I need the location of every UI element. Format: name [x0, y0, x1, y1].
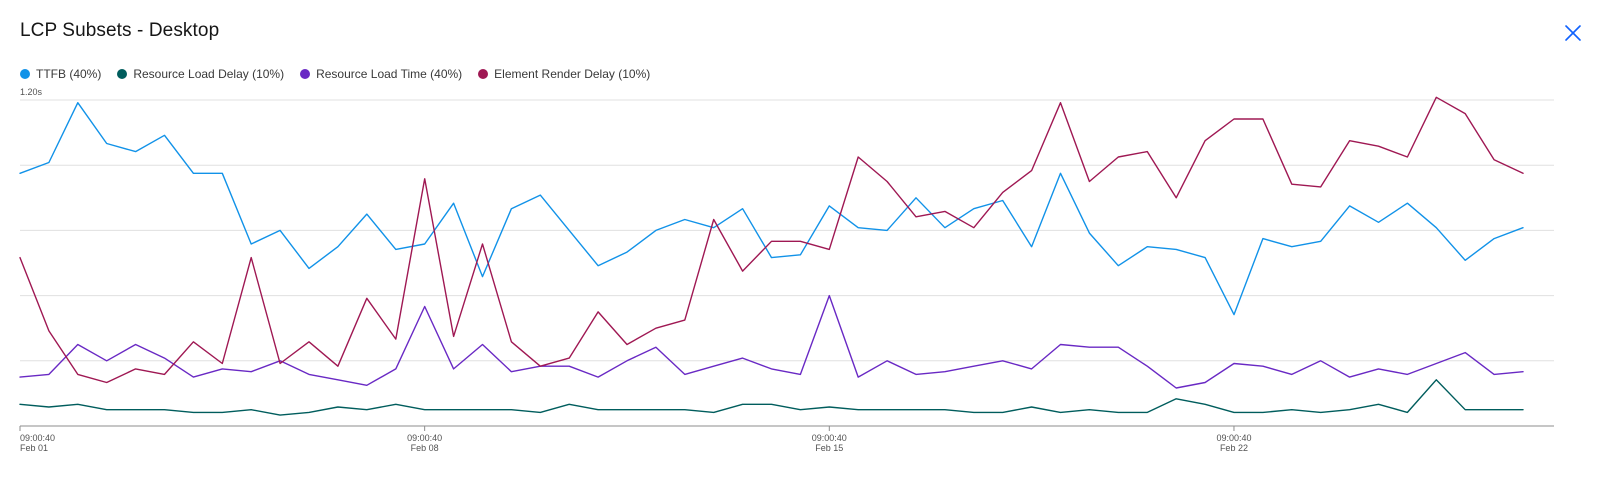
panel-title: LCP Subsets - Desktop — [20, 20, 220, 41]
x-tick-date-label: Feb 15 — [815, 443, 843, 453]
x-tick-date-label: Feb 08 — [411, 443, 439, 453]
legend-label-ttfb: TTFB (40%) — [36, 67, 102, 81]
legend-item-resource-load-time[interactable]: Resource Load Time (40%) — [300, 67, 462, 81]
legend-item-resource-load-delay[interactable]: Resource Load Delay (10%) — [117, 67, 284, 81]
x-tick-time-label: 09:00:40 — [407, 433, 442, 443]
x-tick-date-label: Feb 22 — [1220, 443, 1248, 453]
legend-swatch-element-render-delay — [478, 69, 489, 79]
series-line-element-render-delay — [19, 96, 1524, 384]
legend-swatch-resource-load-delay — [117, 69, 128, 79]
legend-swatch-resource-load-time — [300, 69, 311, 79]
x-tick-time-label: 09:00:40 — [20, 433, 55, 443]
x-tick-time-label: 09:00:40 — [812, 433, 847, 443]
x-tick-time-label: 09:00:40 — [1216, 433, 1251, 443]
legend-label-resource-load-delay: Resource Load Delay (10%) — [133, 67, 285, 81]
series-line-resource-load-delay — [19, 379, 1524, 416]
y-axis-max-label: 1.20s — [20, 87, 43, 97]
series-line-ttfb — [19, 102, 1524, 316]
legend-item-ttfb[interactable]: TTFB (40%) — [20, 67, 101, 81]
chart-legend: TTFB (40%) Resource Load Delay (10%) Res… — [20, 67, 650, 81]
close-icon[interactable] — [1560, 20, 1586, 46]
x-tick-date-label: Feb 01 — [20, 443, 48, 453]
legend-label-resource-load-time: Resource Load Time (40%) — [316, 67, 463, 81]
legend-swatch-ttfb — [20, 69, 30, 79]
series-line-resource-load-time — [19, 294, 1524, 389]
legend-label-element-render-delay: Element Render Delay (10%) — [494, 67, 651, 81]
legend-item-element-render-delay[interactable]: Element Render Delay (10%) — [478, 67, 650, 81]
